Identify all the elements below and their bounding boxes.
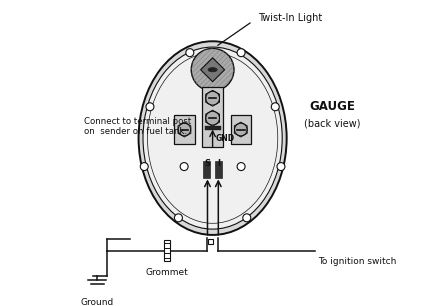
Circle shape bbox=[140, 162, 148, 170]
Circle shape bbox=[206, 91, 220, 105]
Text: Connect to terminal post
on  sender on fuel tank.: Connect to terminal post on sender on fu… bbox=[85, 117, 192, 136]
Bar bbox=[215, 161, 222, 178]
Circle shape bbox=[235, 123, 247, 136]
Ellipse shape bbox=[138, 41, 287, 235]
Circle shape bbox=[277, 162, 285, 170]
Text: Ground: Ground bbox=[81, 297, 114, 306]
Ellipse shape bbox=[208, 68, 217, 72]
Circle shape bbox=[146, 103, 154, 111]
Bar bbox=[164, 240, 170, 261]
Text: To ignition switch: To ignition switch bbox=[318, 257, 396, 267]
Circle shape bbox=[191, 48, 234, 91]
Text: GND: GND bbox=[216, 134, 235, 143]
Bar bbox=[205, 125, 220, 130]
Circle shape bbox=[243, 214, 251, 222]
Text: Twist-In Light: Twist-In Light bbox=[258, 13, 323, 24]
Circle shape bbox=[206, 111, 220, 125]
Bar bbox=[202, 87, 224, 147]
Ellipse shape bbox=[143, 47, 282, 229]
Circle shape bbox=[186, 49, 194, 57]
Bar bbox=[208, 239, 213, 244]
Circle shape bbox=[178, 123, 191, 136]
Bar bbox=[174, 115, 195, 144]
Bar bbox=[203, 161, 210, 178]
Text: (back view): (back view) bbox=[304, 119, 361, 129]
Text: Grommet: Grommet bbox=[146, 268, 189, 277]
Text: S: S bbox=[204, 159, 210, 168]
Bar bbox=[231, 115, 251, 144]
Text: GAUGE: GAUGE bbox=[309, 100, 355, 113]
Circle shape bbox=[271, 103, 279, 111]
Circle shape bbox=[237, 49, 245, 57]
Circle shape bbox=[174, 214, 182, 222]
Text: I: I bbox=[217, 159, 220, 168]
Polygon shape bbox=[201, 58, 224, 82]
Circle shape bbox=[237, 162, 245, 170]
Circle shape bbox=[180, 162, 188, 170]
